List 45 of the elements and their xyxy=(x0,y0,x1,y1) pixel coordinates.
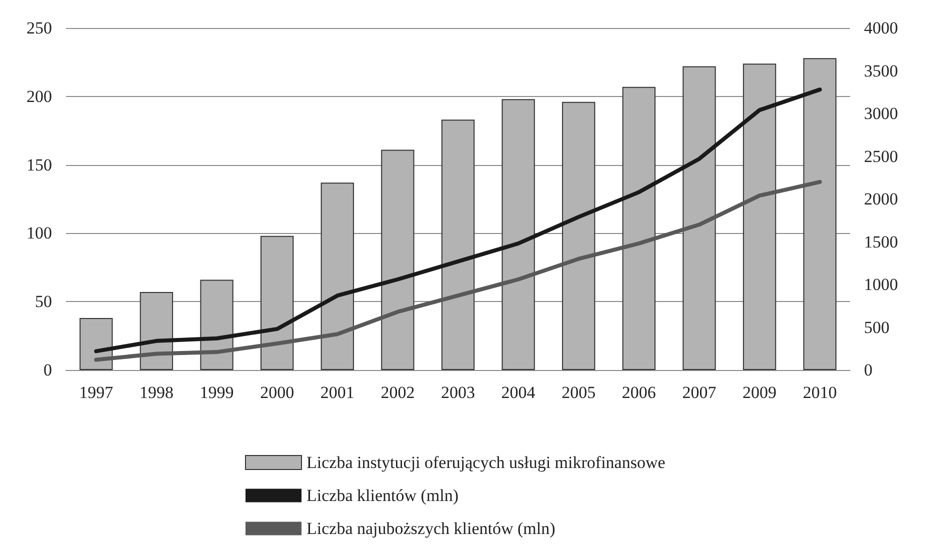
x-tick-label: 2006 xyxy=(622,383,656,402)
y2-tick-label: 1500 xyxy=(864,232,898,252)
x-tick-label: 2007 xyxy=(682,383,717,402)
bar xyxy=(562,102,596,370)
x-tick-label: 1997 xyxy=(79,383,114,402)
bar xyxy=(260,236,294,370)
y-tick-label: 150 xyxy=(26,155,52,174)
y2-tick-label: 1000 xyxy=(864,275,898,294)
x-tick-label: 2005 xyxy=(562,383,596,402)
y2-tick-label: 3000 xyxy=(864,104,898,123)
y-tick-label: 50 xyxy=(35,292,52,312)
legend-label: Liczba klientów (mln) xyxy=(306,486,459,505)
y2-tick-label: 500 xyxy=(864,318,890,337)
y-tick-label: 250 xyxy=(26,18,52,38)
line-series xyxy=(94,88,822,354)
x-tick-label: 2000 xyxy=(260,383,294,402)
x-tick-label: 1999 xyxy=(200,383,234,402)
x-tick-label: 2004 xyxy=(501,383,536,402)
y-tick-label: 100 xyxy=(26,224,52,243)
y2-tick-label: 3500 xyxy=(864,61,898,80)
x-tick-label: 2010 xyxy=(802,383,837,402)
x-tick-label: 2009 xyxy=(742,383,777,402)
bar xyxy=(742,64,776,370)
bar xyxy=(200,280,234,370)
bar xyxy=(320,182,354,370)
bar xyxy=(502,99,535,370)
y2-tick-label: 2500 xyxy=(864,146,898,166)
y-tick-label: 0 xyxy=(44,360,52,380)
x-tick-label: 1998 xyxy=(139,383,174,402)
y-tick-label: 200 xyxy=(26,86,52,106)
x-tick-label: 2002 xyxy=(380,383,415,402)
bar xyxy=(441,120,475,370)
bar xyxy=(80,318,113,370)
legend-label: Liczba najuboższych klientów (mln) xyxy=(306,519,556,538)
bar xyxy=(622,86,656,370)
x-tick-label: 2001 xyxy=(320,383,354,402)
y2-tick-label: 2000 xyxy=(864,190,898,208)
y2-tick-label: 0 xyxy=(864,360,872,380)
bar xyxy=(381,150,414,370)
legend-label: Liczba instytucji oferujących usługi mikrofinansowe xyxy=(306,453,666,472)
bar xyxy=(682,66,716,370)
x-tick-label: 2003 xyxy=(441,383,475,402)
y2-tick-label: 4000 xyxy=(864,18,898,38)
line-series xyxy=(94,180,822,362)
bar xyxy=(803,58,836,370)
